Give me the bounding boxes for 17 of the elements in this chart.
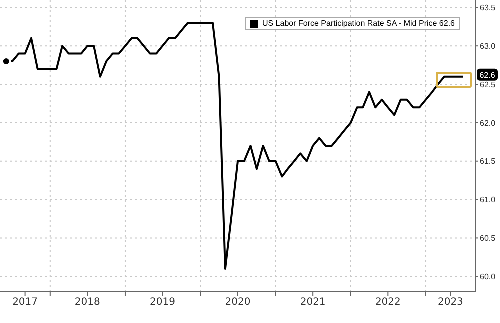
annotation: 62.6 [480,70,496,80]
x-tick-label: 2023 [438,297,464,308]
y-tick-label: 60.0 [480,272,496,282]
y-tick-label: 63.0 [480,42,496,51]
y-tick-label: 63.5 [480,4,496,13]
x-tick-label: 2017 [12,297,38,308]
legend-label: US Labor Force Participation Rate SA - Mid Price 62.6 [262,19,455,28]
x-tick-label: 2021 [300,297,326,308]
x-tick-label: 2022 [375,297,401,308]
x-tick-label: 2020 [225,297,251,308]
y-tick-label: 60.5 [480,234,496,244]
y-tick-label: 61.0 [480,196,496,205]
y-tick-label: 61.5 [480,157,496,166]
x-tick-label: 2018 [74,297,100,308]
x-tick-label: 2019 [150,297,176,308]
y-tick-label: 62.0 [480,118,496,128]
y-tick-label: 62.5 [480,80,496,90]
